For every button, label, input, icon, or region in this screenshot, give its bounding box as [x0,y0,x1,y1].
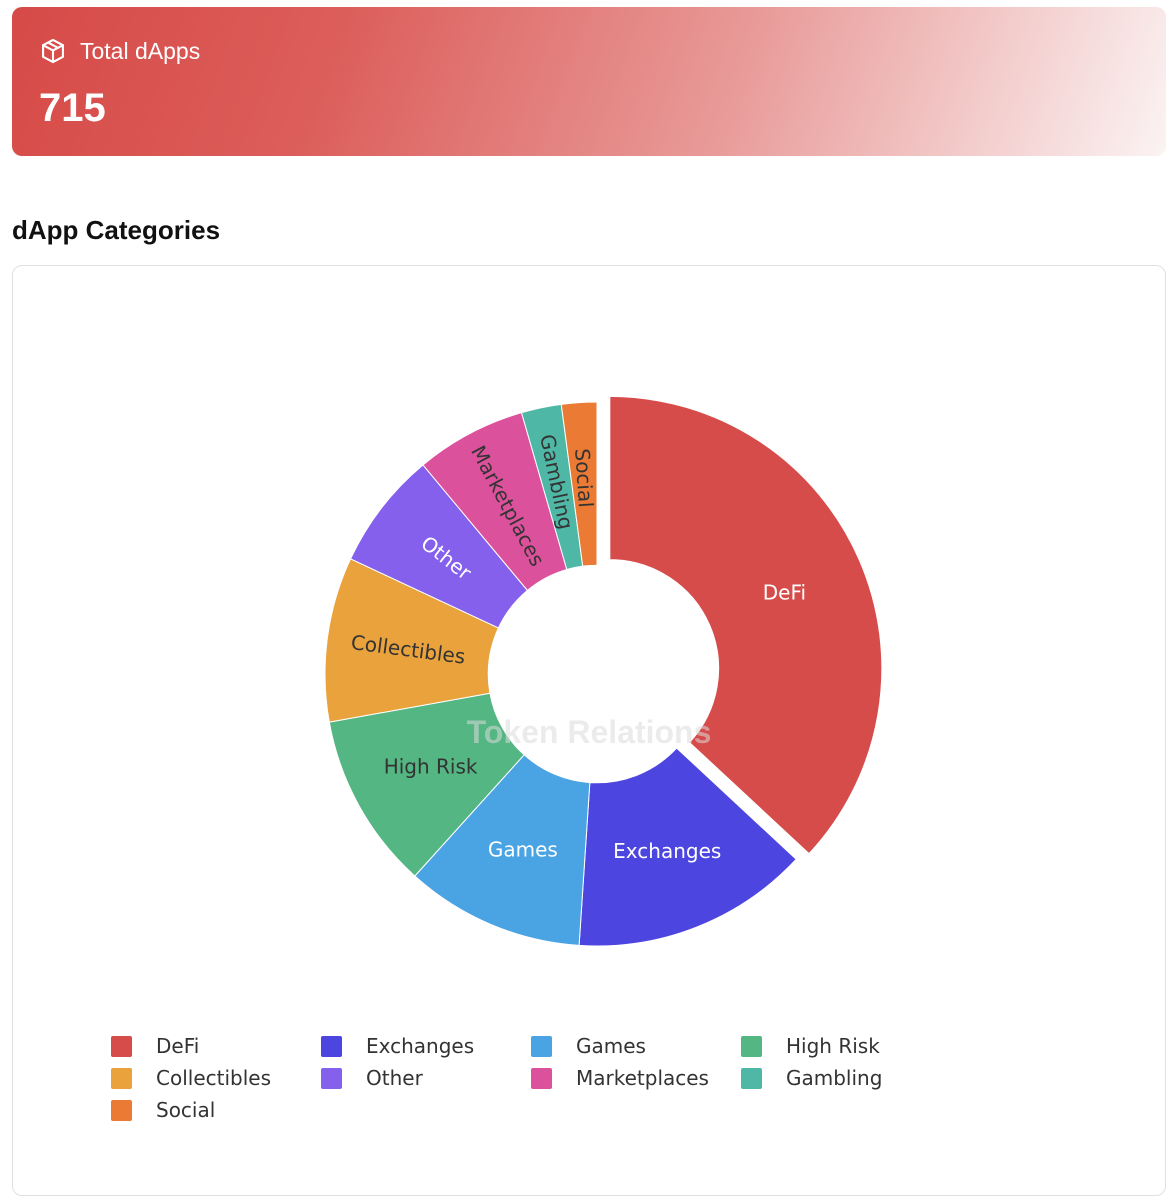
legend-swatch [531,1067,552,1089]
legend-label: Social [156,1098,216,1122]
donut-slices [324,395,883,947]
legend-item-other[interactable]: Other [321,1063,423,1093]
total-dapps-header: Total dApps [39,37,200,65]
slice-high-risk[interactable] [328,692,525,877]
legend-swatch [321,1035,342,1057]
legend-swatch [111,1099,132,1121]
legend-label: Marketplaces [576,1066,709,1090]
legend-label: Exchanges [366,1034,475,1058]
slice-collectibles[interactable] [324,558,500,723]
legend-swatch [111,1035,132,1057]
legend-swatch [531,1035,552,1057]
cube-icon [39,37,67,65]
section-title: dApp Categories [12,215,221,245]
legend-item-social[interactable]: Social [111,1095,215,1125]
legend-swatch [741,1067,762,1089]
legend-label: Games [576,1034,646,1058]
total-dapps-card: Total dApps 715 [12,7,1166,156]
legend-item-high-risk[interactable]: High Risk [741,1031,880,1061]
legend-swatch [321,1067,342,1089]
slice-label-social: Social [570,448,598,509]
legend-label: Collectibles [156,1066,271,1090]
slice-games[interactable] [414,754,591,946]
legend-item-defi[interactable]: DeFi [111,1031,199,1061]
legend-item-games[interactable]: Games [531,1031,646,1061]
slice-label-defi: DeFi [763,580,806,604]
slice-label-exchanges: Exchanges [613,839,721,863]
slice-label-high-risk: High Risk [384,755,478,779]
legend-swatch [741,1035,762,1057]
legend-label: DeFi [156,1034,200,1058]
slice-exchanges[interactable] [578,747,797,947]
total-dapps-value: 715 [39,86,106,130]
slice-social[interactable] [560,401,598,567]
legend-item-collectibles[interactable]: Collectibles [111,1063,271,1093]
legend-item-exchanges[interactable]: Exchanges [321,1031,474,1061]
legend-label: Gambling [786,1066,883,1090]
category-chart-panel: DeFi Exchanges Games High Risk Collectibles O… [12,265,1166,1196]
slice-label-games: Games [488,837,558,861]
legend-item-gambling[interactable]: Gambling [741,1063,882,1093]
legend-label: High Risk [786,1034,880,1058]
legend-item-marketplaces[interactable]: Marketplaces [531,1063,709,1093]
watermark: Token Relations [467,714,712,750]
legend-label: Other [366,1066,423,1090]
legend-swatch [111,1067,132,1089]
slice-defi[interactable] [609,395,883,855]
total-dapps-label: Total dApps [80,38,201,64]
